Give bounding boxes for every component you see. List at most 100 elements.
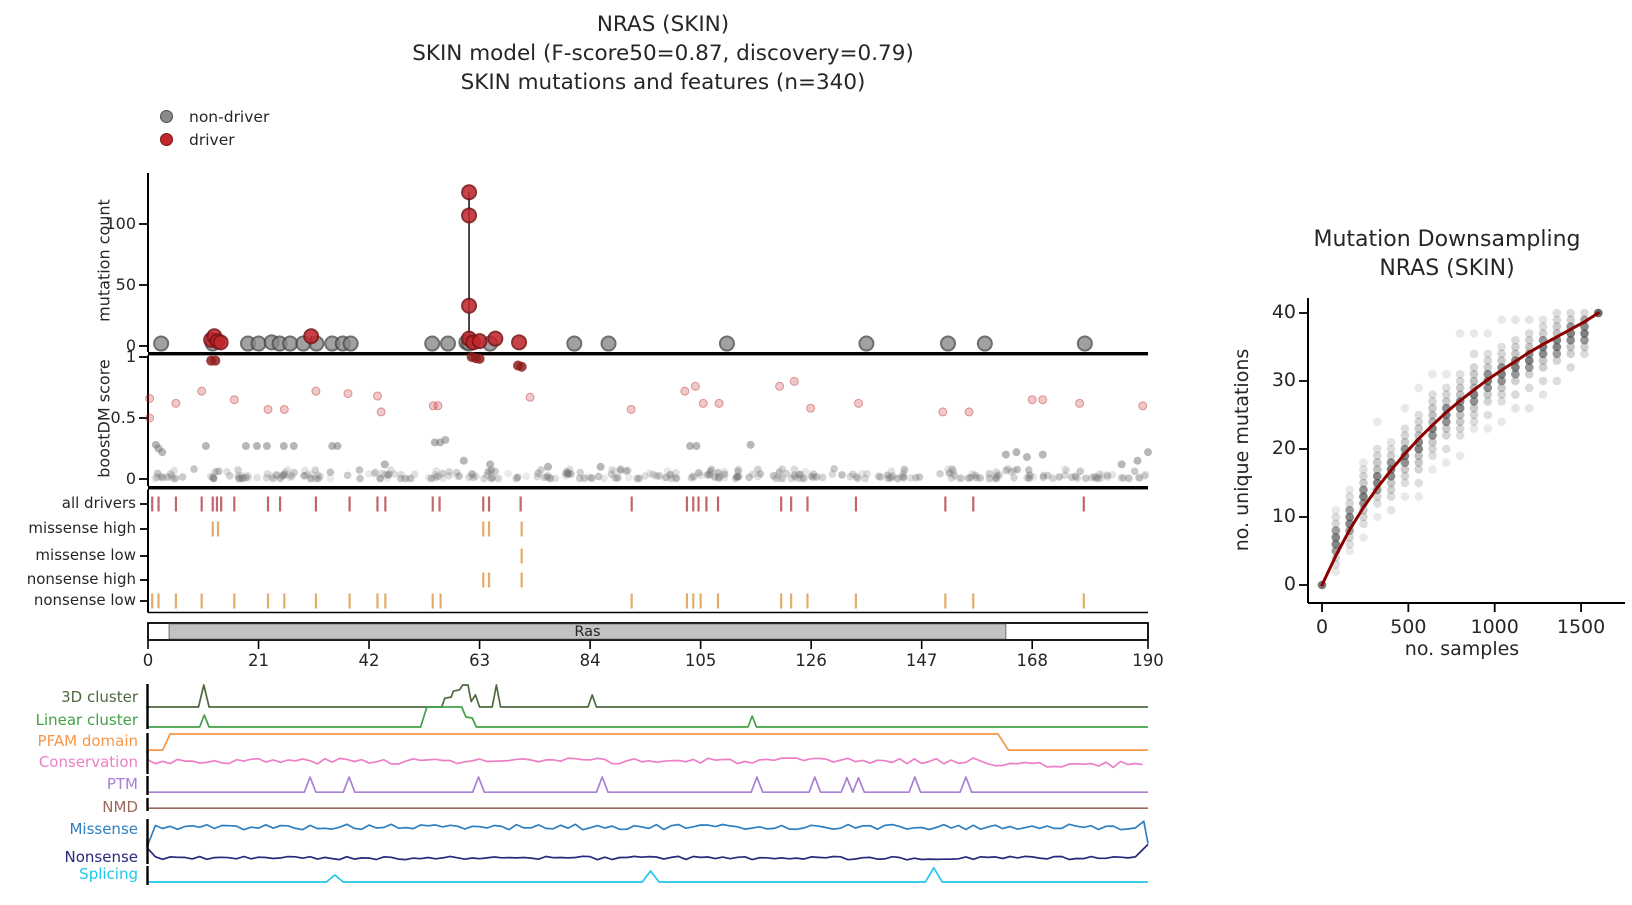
noise-dot (968, 470, 977, 478)
noise-dot (452, 472, 461, 480)
noise-dot (483, 471, 491, 480)
noise-dot (906, 474, 915, 482)
downsample-dot (1386, 458, 1396, 467)
downsample-dot (1552, 342, 1562, 352)
noise-dot (561, 469, 570, 478)
noise-dot (280, 470, 288, 479)
noise-dot (153, 473, 161, 482)
noise-dot (967, 473, 976, 482)
noise-dot (534, 469, 543, 477)
noise-dot (238, 474, 247, 483)
noise-dot (401, 474, 410, 483)
downsample-dot (1538, 390, 1548, 399)
noise-dot (971, 471, 979, 479)
noise-dot (600, 474, 608, 483)
nondriver-mid-dot (1001, 450, 1010, 459)
noise-dot (957, 474, 966, 482)
downsample-dot (1414, 478, 1424, 488)
noise-dot (211, 468, 220, 476)
downsample-dot (1428, 431, 1437, 440)
noise-dot (863, 469, 871, 478)
downsample-dot (1497, 356, 1506, 365)
downsample-dot (1511, 315, 1520, 325)
downsample-dot (1538, 322, 1548, 331)
noise-dot (703, 471, 712, 479)
noise-dot (385, 470, 393, 478)
feature-label-NMD: NMD (102, 798, 138, 816)
feature-line-Splicing (148, 866, 1148, 883)
noise-dot (494, 474, 503, 483)
noise-dot (943, 465, 952, 473)
noise-dot (235, 474, 243, 483)
noise-dot (314, 474, 322, 483)
noise-dot (889, 472, 897, 480)
noise-dot (778, 474, 787, 483)
divider-needle-boostdm (148, 352, 1148, 356)
downsample-dot (1455, 417, 1465, 427)
driver-points (203, 184, 528, 351)
noise-dot (1004, 464, 1012, 473)
noise-dot (687, 474, 696, 482)
non-driver-dot (282, 335, 299, 352)
noise-dot (580, 474, 589, 482)
feature-tracks (146, 684, 1149, 885)
driver-mid-dot (1027, 395, 1037, 405)
downsampling-ytick-10: 10 (1271, 505, 1296, 527)
noise-dot (612, 474, 621, 483)
noise-dot (733, 473, 741, 481)
rug-label-missense-low: missense low (35, 546, 136, 564)
noise-dot (874, 472, 883, 481)
noise-dot (714, 468, 722, 477)
noise-dot (807, 472, 816, 481)
nondriver-mid-dot (544, 462, 552, 471)
noise-dot (1103, 473, 1112, 481)
noise-dot (1043, 471, 1052, 480)
downsample-dot (1566, 335, 1575, 345)
noise-dot (151, 474, 159, 483)
noise-dot (672, 474, 680, 483)
downsample-dot (1455, 369, 1465, 379)
noise-dot (163, 473, 172, 481)
downsample-dot (1455, 451, 1465, 461)
downsampling-ytick-0: 0 (1283, 573, 1296, 595)
downsample-dot (1580, 335, 1589, 345)
xtick-105: 105 (684, 651, 717, 670)
noise-dot (976, 474, 984, 482)
noise-dot (616, 466, 625, 474)
downsample-dot (1483, 424, 1493, 433)
downsample-dot (1331, 526, 1341, 535)
noise-dot (706, 470, 714, 479)
noise-dot (272, 471, 281, 479)
noise-dot (733, 472, 742, 481)
noise-dot (290, 468, 298, 477)
noise-dot (307, 474, 316, 483)
downsample-dot (1524, 315, 1534, 325)
noise-dot (522, 472, 531, 481)
noise-dot (662, 473, 670, 482)
noise-dot (706, 467, 714, 476)
noise-dot (575, 474, 584, 483)
downsample-dot (1524, 363, 1534, 372)
downsample-dot (1386, 505, 1396, 515)
downsample-dot (1414, 492, 1424, 501)
noise-dot (284, 471, 292, 479)
noise-dot (1135, 473, 1143, 482)
downsample-dot (1497, 376, 1506, 386)
xtick-126: 126 (795, 651, 827, 670)
driver-high-dot (516, 361, 527, 372)
downsample-dot (1442, 444, 1451, 454)
noise-dot (610, 467, 619, 475)
downsample-dot (1511, 363, 1520, 372)
downsample-dot (1483, 349, 1493, 359)
noise-dot (883, 471, 892, 479)
noise-dot (563, 469, 572, 478)
noise-dot (607, 470, 616, 479)
noise-dot (209, 474, 218, 483)
noise-dot (371, 468, 380, 477)
noise-dot (387, 466, 395, 474)
downsample-dot (1469, 397, 1479, 406)
noise-dot (283, 466, 292, 474)
xtick-84: 84 (579, 651, 601, 670)
downsample-dot (1580, 329, 1589, 338)
noise-dot (307, 470, 316, 479)
